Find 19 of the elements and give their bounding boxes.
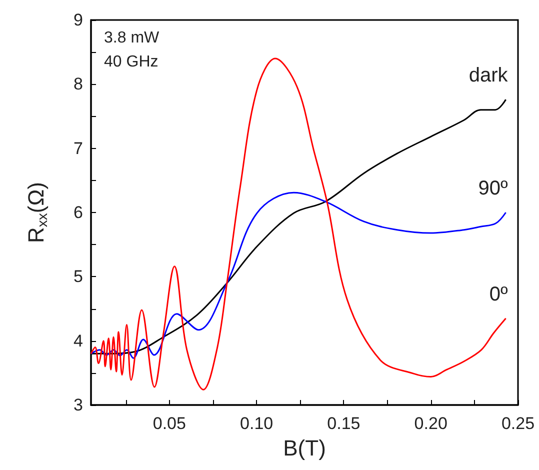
- series-label: dark: [468, 64, 509, 87]
- y-tick-label: 9: [74, 10, 83, 30]
- x-tick-label: 0.15: [327, 414, 360, 433]
- y-tick-label: 7: [74, 138, 83, 158]
- y-tick-label: 4: [74, 331, 83, 350]
- y-tick-label: 8: [74, 74, 83, 94]
- annotation: 40 GHz: [104, 54, 158, 70]
- x-tick-label: 0.05: [152, 414, 186, 433]
- x-tick-label: 0.25: [501, 414, 535, 433]
- y-axis-title: Rxx(Ω): [24, 182, 50, 243]
- y-tick-label: 3: [74, 396, 83, 414]
- y-tick-label: 6: [74, 203, 83, 222]
- x-axis-title: B(T): [283, 435, 326, 460]
- series-label: 0º: [489, 283, 508, 306]
- y-tick-label: 5: [74, 267, 83, 286]
- x-tick-label: 0.10: [240, 414, 274, 433]
- annotation: 3.8 mW: [104, 30, 160, 46]
- x-tick-label: 0.20: [414, 414, 448, 433]
- series-label: 90º: [478, 178, 508, 200]
